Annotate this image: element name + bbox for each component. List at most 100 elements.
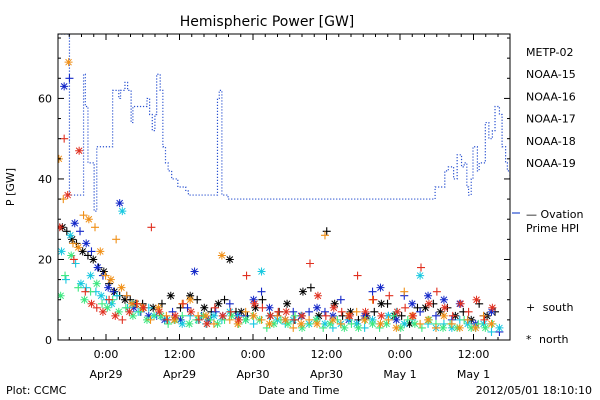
- data-point-noaa-16: [384, 311, 393, 320]
- data-point-noaa-17: [347, 319, 356, 328]
- data-point-noaa-17: [389, 311, 398, 320]
- data-point-metp-02: [166, 291, 175, 300]
- data-point-noaa-19: [472, 295, 481, 304]
- data-point-metp-02: [83, 251, 92, 260]
- data-point-noaa-18: [112, 235, 121, 244]
- data-point-noaa-15: [225, 299, 234, 308]
- data-point-metp-02: [397, 311, 406, 320]
- data-point-noaa-19: [488, 303, 497, 312]
- data-point-noaa-16: [463, 319, 472, 328]
- data-point-metp-02: [89, 255, 98, 264]
- data-point-noaa-15: [376, 283, 385, 292]
- data-point-noaa-18: [392, 323, 401, 332]
- data-point-noaa-15: [424, 291, 433, 300]
- y-tick-label: 40: [38, 173, 52, 186]
- data-point-noaa-17: [157, 311, 166, 320]
- data-point-noaa-18: [328, 315, 337, 324]
- chart-title: Hemispheric Power [GW]: [180, 14, 355, 30]
- x-tick-date: Apr30: [236, 368, 269, 381]
- data-point-metp-02: [436, 307, 445, 316]
- data-point-metp-02: [225, 255, 234, 264]
- data-point-noaa-19: [171, 311, 180, 320]
- data-point-noaa-17: [368, 319, 377, 328]
- data-point-noaa-19: [81, 287, 90, 296]
- data-point-noaa-16: [61, 275, 70, 284]
- data-point-noaa-18: [455, 323, 464, 332]
- data-point-noaa-18: [202, 311, 211, 320]
- data-point-noaa-15: [328, 311, 337, 320]
- data-point-noaa-15: [76, 227, 85, 236]
- data-point-noaa-19: [464, 307, 473, 316]
- data-point-noaa-19: [353, 271, 362, 280]
- data-point-noaa-18: [336, 319, 345, 328]
- data-point-noaa-17: [114, 307, 123, 316]
- data-point-noaa-18: [439, 311, 448, 320]
- data-point-metp-02: [283, 299, 292, 308]
- data-point-noaa-19: [139, 303, 148, 312]
- data-point-noaa-18: [64, 58, 73, 67]
- data-point-noaa-18: [471, 323, 480, 332]
- data-point-noaa-19: [377, 311, 386, 320]
- data-point-metp-02: [193, 295, 202, 304]
- data-point-noaa-18: [225, 315, 234, 324]
- data-point-noaa-19: [118, 315, 127, 324]
- data-point-noaa-19: [401, 303, 410, 312]
- data-point-noaa-15: [168, 307, 177, 316]
- data-point-metp-02: [322, 227, 331, 236]
- data-point-noaa-17: [227, 311, 236, 320]
- data-point-metp-02: [214, 299, 223, 308]
- data-point-noaa-16: [71, 259, 80, 268]
- x-tick-time: 0:00: [94, 348, 119, 361]
- data-point-metp-02: [62, 227, 71, 236]
- data-point-noaa-19: [87, 299, 96, 308]
- data-point-noaa-18: [424, 315, 433, 324]
- data-point-metp-02: [377, 299, 386, 308]
- x-tick-time: 0:00: [388, 348, 413, 361]
- y-tick-label: 60: [38, 92, 52, 105]
- data-point-noaa-19: [385, 291, 394, 300]
- data-point-noaa-18: [128, 299, 137, 308]
- data-point-noaa-18: [313, 319, 322, 328]
- data-point-noaa-16: [447, 323, 456, 332]
- data-point-noaa-17: [67, 251, 76, 260]
- data-point-noaa-18: [265, 319, 274, 328]
- data-point-noaa-15: [368, 287, 377, 296]
- data-point-metp-02: [176, 303, 185, 312]
- data-point-noaa-19: [58, 223, 64, 232]
- data-point-noaa-17: [269, 319, 278, 328]
- data-point-noaa-18: [91, 223, 100, 232]
- data-point-noaa-19: [69, 255, 78, 264]
- points-layer: [58, 58, 504, 336]
- data-point-noaa-16: [76, 279, 85, 288]
- data-point-noaa-19: [242, 271, 251, 280]
- legend-entry: NOAA-15: [526, 68, 576, 81]
- data-point-noaa-16: [66, 231, 75, 240]
- data-point-noaa-17: [61, 271, 70, 280]
- data-point-metp-02: [314, 311, 323, 320]
- data-point-noaa-19: [305, 259, 314, 268]
- x-tick-date: Apr29: [163, 368, 196, 381]
- data-point-noaa-17: [439, 323, 448, 332]
- data-point-noaa-17: [241, 315, 250, 324]
- data-point-noaa-19: [417, 263, 426, 272]
- data-point-noaa-19: [105, 295, 114, 304]
- data-point-metp-02: [149, 303, 158, 312]
- data-point-noaa-19: [187, 307, 196, 316]
- data-point-noaa-15: [70, 219, 79, 228]
- data-point-noaa-15: [313, 303, 322, 312]
- data-point-noaa-19: [250, 299, 259, 308]
- data-point-noaa-17: [312, 315, 321, 324]
- legend: METP-02 NOAA-15 NOAA-16 NOAA-17 NOAA-18 NOAA-…: [526, 46, 576, 170]
- data-point-noaa-17: [164, 319, 173, 328]
- data-point-noaa-19: [202, 319, 211, 328]
- data-point-noaa-16: [58, 247, 66, 256]
- data-point-noaa-18: [74, 243, 83, 252]
- data-point-noaa-15: [60, 82, 69, 91]
- data-point-noaa-16: [257, 267, 266, 276]
- data-point-noaa-19: [111, 311, 120, 320]
- data-point-noaa-17: [481, 323, 490, 332]
- data-point-noaa-15: [249, 295, 258, 304]
- data-point-noaa-17: [403, 315, 412, 324]
- data-point-noaa-16: [320, 319, 329, 328]
- ovation-step-line: [58, 34, 510, 212]
